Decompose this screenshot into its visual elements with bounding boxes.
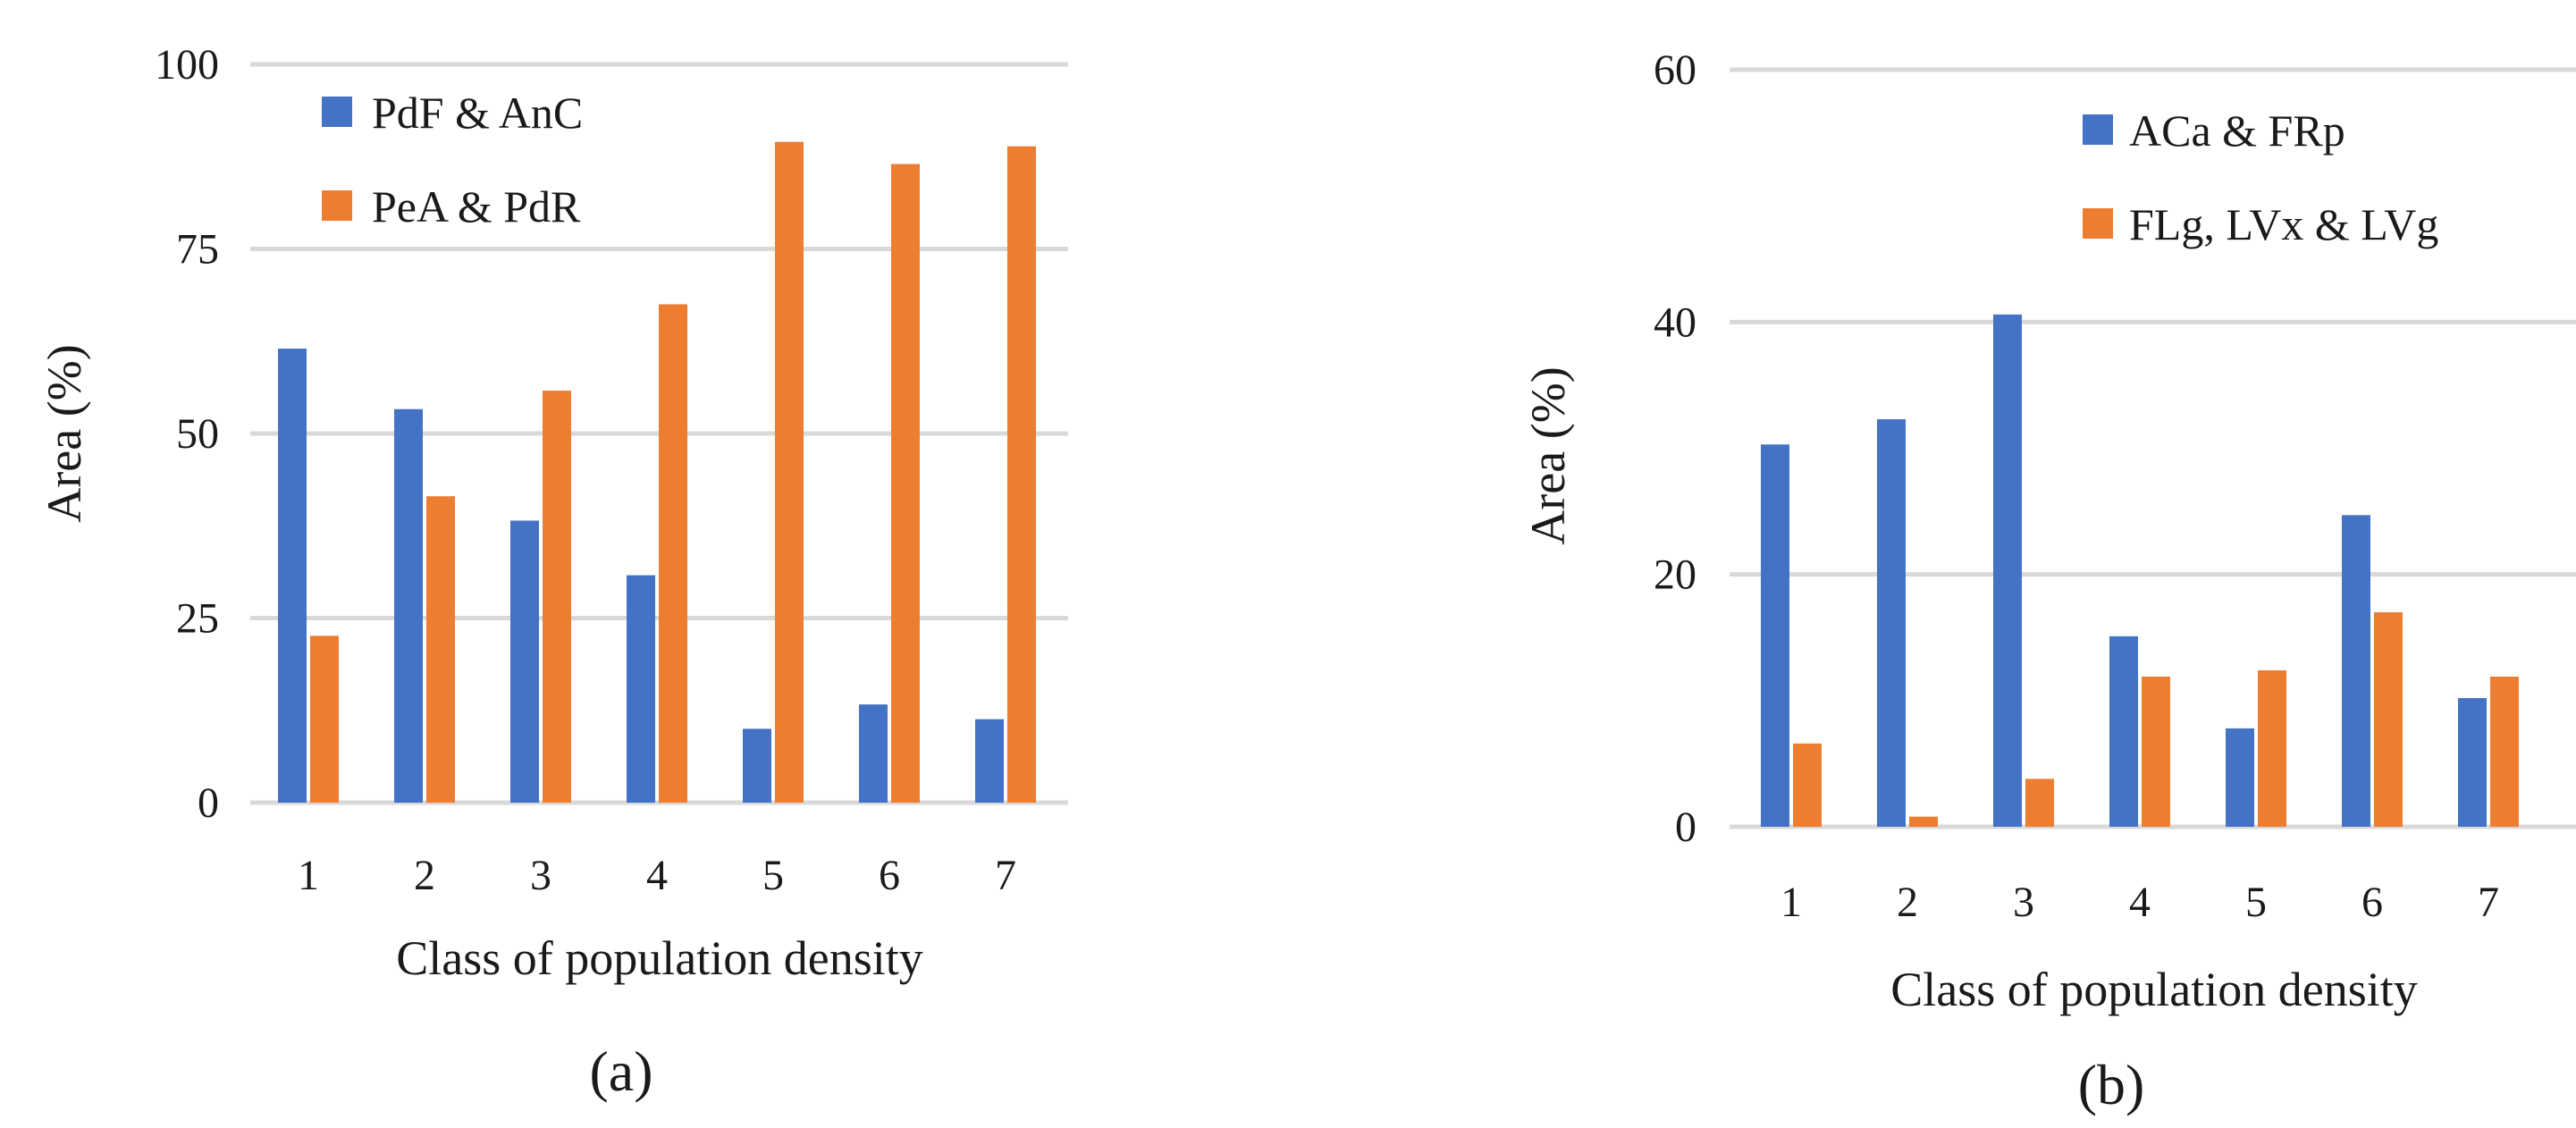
chart-b-x-tick-label: 5 bbox=[2245, 879, 2267, 926]
chart-b-bars bbox=[1761, 314, 2519, 827]
chart-b-y-tick-label: 20 bbox=[1654, 551, 1696, 599]
chart-b-bar-series0-cat3 bbox=[1993, 314, 2022, 827]
chart-a-y-axis-label: Area (%) bbox=[38, 344, 91, 522]
chart-a-bar-series1-cat2 bbox=[426, 496, 455, 803]
chart-a-bars bbox=[278, 141, 1036, 804]
chart-b-y-tick-label: 0 bbox=[1675, 804, 1696, 851]
chart-a-bar-series1-cat3 bbox=[543, 391, 571, 803]
chart-b-y-tick-label: 60 bbox=[1654, 46, 1696, 94]
chart-b-x-ticks: 1 2 3 4 5 6 7 bbox=[1780, 879, 2499, 926]
chart-a-x-tick-label: 2 bbox=[414, 852, 435, 899]
chart-a-x-tick-label: 5 bbox=[762, 852, 784, 899]
chart-b-bar-series1-cat7 bbox=[2490, 677, 2519, 827]
chart-a-x-tick-label: 6 bbox=[879, 852, 900, 899]
chart-b-y-axis-label: Area (%) bbox=[1521, 366, 1575, 544]
chart-a-bar-series1-cat6 bbox=[891, 164, 920, 803]
chart-a-bar-series0-cat1 bbox=[278, 349, 307, 803]
chart-b-x-tick-label: 1 bbox=[1780, 879, 1802, 926]
chart-b-bar-series1-cat2 bbox=[1909, 816, 1938, 827]
chart-a-bar-series0-cat5 bbox=[743, 728, 771, 803]
chart-a-legend-swatch-0 bbox=[322, 97, 352, 127]
chart-a-bar-series0-cat7 bbox=[975, 719, 1004, 803]
chart-b-x-tick-label: 4 bbox=[2129, 879, 2151, 926]
chart-a-bar-series1-cat1 bbox=[310, 636, 339, 803]
chart-a-legend-swatch-1 bbox=[322, 190, 352, 221]
chart-a-y-tick-label: 50 bbox=[176, 410, 219, 458]
chart-b-x-tick-label: 2 bbox=[1897, 879, 1918, 926]
chart-b-legend-swatch-1 bbox=[2083, 208, 2113, 239]
chart-b-panel-label: (b) bbox=[2078, 1053, 2145, 1116]
chart-a-x-tick-label: 1 bbox=[298, 852, 319, 899]
chart-a-legend-label-0: PdF & AnC bbox=[372, 88, 583, 138]
chart-a-bar-series1-cat4 bbox=[659, 304, 687, 803]
chart-b-bar-series1-cat3 bbox=[2025, 779, 2054, 827]
chart-b-bar-series0-cat2 bbox=[1877, 419, 1906, 827]
chart-b-legend-swatch-0 bbox=[2083, 114, 2113, 145]
chart-a-bar-series0-cat3 bbox=[510, 520, 539, 803]
chart-b-bar-series1-cat1 bbox=[1793, 743, 1822, 827]
chart-a-bar-series1-cat7 bbox=[1007, 146, 1036, 803]
chart-a-bar-series0-cat4 bbox=[627, 575, 655, 803]
chart-a-bar-series0-cat6 bbox=[859, 704, 888, 803]
chart-b: 0 20 40 60 1 2 3 4 5 6 7 ACa & FRp FLg, LVx & LVg… bbox=[1521, 46, 2576, 1116]
chart-b-bar-series1-cat5 bbox=[2258, 669, 2286, 827]
chart-a-legend: PdF & AnC PeA & PdR bbox=[322, 88, 583, 231]
chart-b-legend: ACa & FRp FLg, LVx & LVg bbox=[2083, 105, 2438, 249]
chart-a-x-ticks: 1 2 3 4 5 6 7 bbox=[298, 852, 1016, 899]
chart-b-y-ticks: 0 20 40 60 bbox=[1654, 46, 1696, 851]
chart-a-bar-series0-cat2 bbox=[394, 408, 423, 803]
chart-b-x-tick-label: 6 bbox=[2361, 879, 2383, 926]
chart-b-bar-series0-cat5 bbox=[2226, 728, 2254, 827]
chart-b-bar-series0-cat7 bbox=[2458, 698, 2487, 827]
chart-a-bar-series1-cat5 bbox=[775, 141, 804, 804]
chart-a-x-tick-label: 3 bbox=[530, 852, 551, 899]
chart-a-x-axis-label: Class of population density bbox=[396, 931, 922, 985]
chart-b-bar-series0-cat6 bbox=[2342, 515, 2370, 827]
chart-b-legend-label-1: FLg, LVx & LVg bbox=[2129, 199, 2438, 249]
chart-b-x-tick-label: 3 bbox=[2013, 879, 2034, 926]
chart-a-x-tick-label: 4 bbox=[646, 852, 668, 899]
chart-b-legend-label-0: ACa & FRp bbox=[2129, 105, 2345, 156]
chart-b-bar-series0-cat1 bbox=[1761, 444, 1789, 827]
chart-b-x-tick-label: 7 bbox=[2478, 879, 2499, 926]
chart-a-y-tick-label: 25 bbox=[176, 595, 219, 643]
chart-a-y-ticks: 0 25 50 75 100 bbox=[155, 41, 219, 827]
chart-a-y-tick-label: 100 bbox=[155, 41, 219, 88]
chart-b-bar-series1-cat6 bbox=[2374, 612, 2403, 827]
chart-b-x-axis-label: Class of population density bbox=[1890, 963, 2417, 1016]
chart-a-y-tick-label: 75 bbox=[176, 226, 219, 274]
chart-a: 0 25 50 75 100 1 2 3 4 5 6 7 PdF & AnC PeA & PdR A… bbox=[38, 41, 1068, 1103]
chart-a-legend-label-1: PeA & PdR bbox=[372, 181, 581, 231]
chart-b-y-tick-label: 40 bbox=[1654, 299, 1696, 346]
chart-a-x-tick-label: 7 bbox=[995, 852, 1016, 899]
chart-b-bar-series1-cat4 bbox=[2142, 677, 2170, 827]
chart-b-bar-series0-cat4 bbox=[2109, 636, 2138, 827]
chart-a-panel-label: (a) bbox=[589, 1040, 652, 1103]
chart-a-y-tick-label: 0 bbox=[198, 779, 219, 827]
